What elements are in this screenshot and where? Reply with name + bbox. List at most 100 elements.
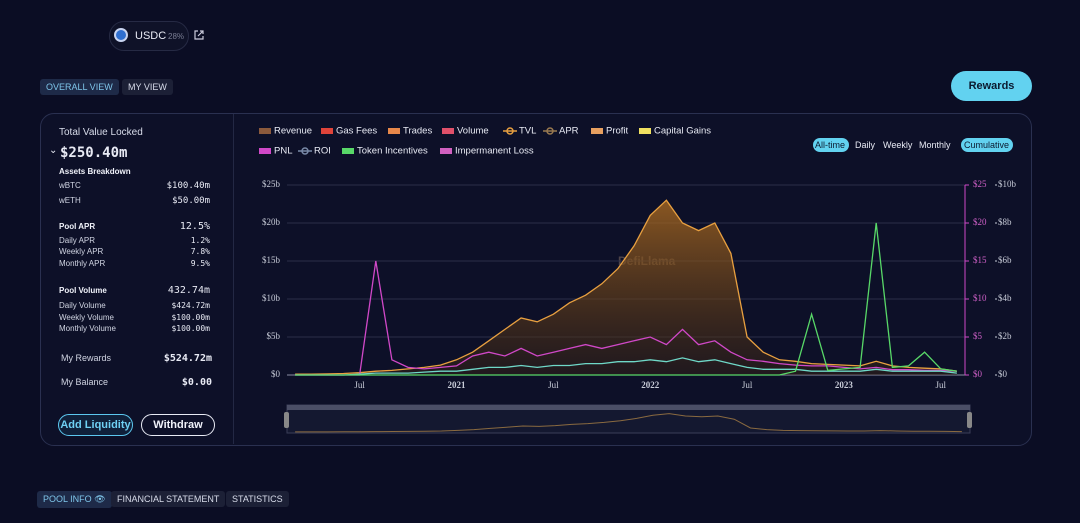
legend-swatch	[591, 128, 603, 134]
legend-swatch	[442, 128, 454, 134]
stat-label: Monthly Volume	[59, 324, 116, 333]
y-tick-label: $5b	[267, 331, 281, 341]
legend-label[interactable]: TVL	[519, 126, 536, 137]
stat-label: Weekly Volume	[59, 313, 114, 322]
x-tick-label: 2022	[641, 380, 660, 390]
stat-value: $50.00m	[172, 196, 210, 206]
range-button[interactable]	[813, 138, 849, 152]
legend-swatch	[259, 128, 271, 134]
rewards-label: My Rewards	[61, 353, 112, 363]
stat-label: Weekly APR	[59, 247, 104, 256]
legend-label[interactable]: Revenue	[274, 126, 312, 137]
stat-value: $100.40m	[166, 181, 210, 191]
legend-label[interactable]: Gas Fees	[336, 126, 377, 137]
area	[295, 200, 957, 375]
token-share: 28%	[168, 32, 185, 41]
stat-value: $424.72m	[171, 301, 210, 310]
legend-label[interactable]: ROI	[314, 146, 331, 157]
footer-tab[interactable]: POOL INFO 👁	[37, 491, 112, 508]
stat-value: 7.8%	[190, 247, 210, 256]
legend-label[interactable]: Trades	[403, 126, 432, 137]
apr-value: 12.5%	[179, 221, 210, 232]
volume-title: Pool Volume	[59, 286, 107, 295]
series-line	[295, 260, 957, 376]
navigator-bar[interactable]	[287, 405, 970, 410]
divider	[233, 114, 234, 444]
legend-label[interactable]: Volume	[457, 126, 489, 137]
token-icon	[114, 28, 128, 42]
legend-label[interactable]: Impermanent Loss	[455, 146, 534, 157]
stat-label: Daily Volume	[59, 301, 106, 310]
tvl-label: Total Value Locked	[59, 127, 143, 138]
footer-tab-label: POOL INFO	[43, 494, 92, 504]
legend-label[interactable]: PNL	[274, 146, 292, 157]
y-tick-label: $25b	[262, 179, 281, 189]
stat-label: wETH	[59, 196, 81, 205]
pool-panel	[40, 113, 1032, 446]
stat-value: $100.00m	[171, 313, 210, 322]
apr-title: Pool APR	[59, 222, 96, 231]
view-tab[interactable]: MY VIEW	[122, 79, 173, 95]
stat-value: $100.00m	[171, 324, 210, 333]
range-label[interactable]: Weekly	[883, 140, 913, 150]
navigator-series	[295, 413, 962, 433]
legend-dot	[506, 127, 514, 135]
external-link[interactable]	[194, 30, 204, 40]
cumulative-button[interactable]	[961, 138, 1013, 152]
y3-tick-label: $0	[998, 369, 1008, 379]
tvl-value: $250.40m	[60, 145, 128, 161]
y2-tick-label: $10	[973, 293, 987, 303]
stat-value: 1.2%	[190, 236, 210, 245]
y2-tick-label: $0	[973, 369, 983, 379]
legend-label[interactable]: APR	[559, 126, 579, 137]
y-tick-label: $0	[271, 369, 281, 379]
y3-tick-label: $2b	[998, 331, 1012, 341]
y2-tick-label: $15	[973, 255, 987, 265]
x-tick-label: Jul	[936, 380, 947, 390]
legend-label[interactable]: Capital Gains	[654, 126, 711, 137]
range-label[interactable]: Monthly	[919, 140, 951, 150]
assets-title: Assets Breakdown	[59, 167, 131, 176]
balance-label: My Balance	[61, 377, 109, 387]
legend-dot	[546, 127, 554, 135]
navigator-handle[interactable]	[284, 412, 289, 428]
legend-label[interactable]: Token Incentives	[357, 146, 428, 157]
y3-tick-label: $6b	[998, 255, 1012, 265]
y2-tick-label: $5	[973, 331, 983, 341]
legend-dot	[301, 147, 309, 155]
y2-tick-label: $20	[973, 217, 987, 227]
footer-tab[interactable]: STATISTICS	[226, 491, 289, 507]
range-label[interactable]: Daily	[855, 140, 876, 150]
cumulative-label[interactable]: Cumulative	[964, 140, 1009, 150]
range-label[interactable]: All-time	[815, 140, 845, 150]
rewards-value: $524.72m	[163, 353, 212, 364]
chevron[interactable]: ⌄	[49, 145, 58, 156]
stat-value: 9.5%	[190, 259, 210, 268]
legend-swatch	[440, 148, 452, 154]
withdraw-button[interactable]: Withdraw	[141, 414, 215, 436]
x-tick-label: 2021	[448, 380, 467, 390]
x-tick-label: Jul	[354, 380, 365, 390]
y3-tick-label: $4b	[998, 293, 1012, 303]
view-tab[interactable]: OVERALL VIEW	[40, 79, 119, 95]
token-name: USDC	[135, 30, 167, 42]
navigator-handle[interactable]	[967, 412, 972, 428]
footer-tab[interactable]: FINANCIAL STATEMENT	[111, 491, 226, 507]
series-line	[295, 357, 957, 376]
legend-swatch	[342, 148, 354, 154]
series-line	[295, 199, 957, 375]
x-tick-label: Jul	[548, 380, 559, 390]
stat-label: Daily APR	[59, 236, 96, 245]
stat-label: wBTC	[59, 181, 81, 190]
add-liquidity-button[interactable]: Add Liquidity	[58, 414, 133, 436]
balance-value: $0.00	[181, 377, 212, 388]
stat-label: Monthly APR	[59, 259, 106, 268]
x-tick-label: Jul	[742, 380, 753, 390]
rewards-button[interactable]: Rewards	[951, 71, 1032, 101]
y-tick-label: $20b	[262, 217, 281, 227]
y-tick-label: $10b	[262, 293, 281, 303]
legend-label[interactable]: Profit	[606, 126, 629, 137]
legend-swatch	[639, 128, 651, 134]
